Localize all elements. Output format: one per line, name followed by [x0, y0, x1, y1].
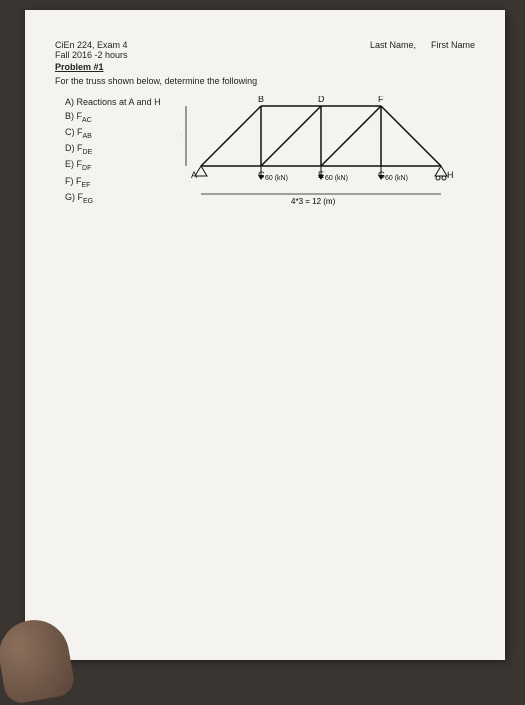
svg-text:B: B — [258, 96, 264, 104]
svg-text:60 (kN): 60 (kN) — [385, 175, 408, 182]
svg-text:D: D — [318, 96, 325, 104]
course-line: CiEn 224, Exam 4 — [55, 40, 128, 50]
item-d: D) FDE — [65, 142, 161, 158]
svg-text:4*3 = 12 (m): 4*3 = 12 (m) — [291, 197, 336, 206]
exam-paper: CiEn 224, Exam 4 Fall 2016 -2 hours Last… — [25, 10, 505, 660]
svg-text:4 (m): 4 (m) — [181, 131, 182, 140]
truss-diagram: ABCDEFGH60 (kN)60 (kN)60 (kN)4 (m)4*3 = … — [181, 96, 441, 216]
content-row: A) Reactions at A and H B) FAC C) FAB D)… — [55, 96, 475, 216]
first-name-label: First Name — [431, 40, 475, 50]
question-list: A) Reactions at A and H B) FAC C) FAB D)… — [55, 96, 161, 216]
svg-text:60 (kN): 60 (kN) — [325, 175, 348, 182]
item-c: C) FAB — [65, 126, 161, 142]
item-f: F) FEF — [65, 175, 161, 191]
term-line: Fall 2016 -2 hours — [55, 50, 128, 60]
item-a: A) Reactions at A and H — [65, 96, 161, 110]
item-e: E) FDF — [65, 158, 161, 174]
item-g: G) FEG — [65, 191, 161, 207]
svg-text:H: H — [447, 170, 454, 180]
svg-text:60 (kN): 60 (kN) — [265, 175, 288, 182]
problem-prompt: For the truss shown below, determine the… — [55, 76, 475, 86]
item-b: B) FAC — [65, 110, 161, 126]
problem-title: Problem #1 — [55, 62, 475, 72]
truss-svg: ABCDEFGH60 (kN)60 (kN)60 (kN)4 (m)4*3 = … — [181, 96, 461, 216]
header-left: CiEn 224, Exam 4 Fall 2016 -2 hours — [55, 40, 128, 60]
header-right: Last Name, First Name — [370, 40, 475, 60]
header-row: CiEn 224, Exam 4 Fall 2016 -2 hours Last… — [55, 40, 475, 60]
svg-text:F: F — [378, 96, 384, 104]
last-name-label: Last Name, — [370, 40, 416, 50]
